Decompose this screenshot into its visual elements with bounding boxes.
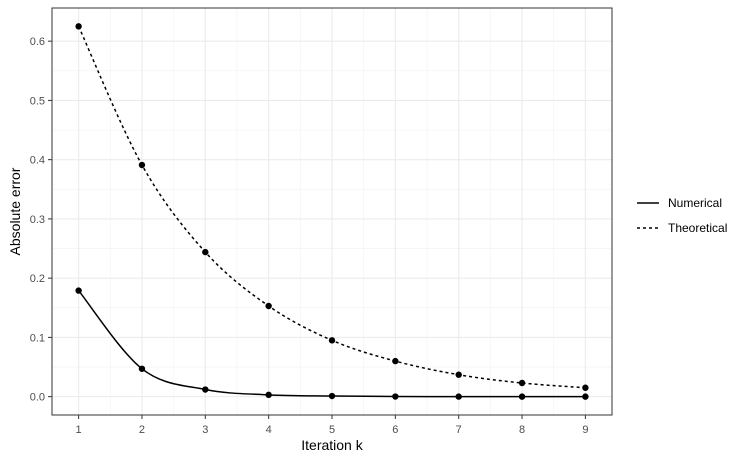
data-point-theoretical xyxy=(75,23,82,30)
data-point-theoretical xyxy=(392,357,399,365)
x-tick-label: 7 xyxy=(456,424,462,436)
y-tick-label: 0.4 xyxy=(30,155,45,167)
x-tick-label: 2 xyxy=(139,424,145,436)
legend-label-theoretical: Theoretical xyxy=(668,221,727,235)
data-point-numerical xyxy=(582,393,589,400)
data-point-numerical xyxy=(518,393,526,400)
y-tick-label: 0.6 xyxy=(30,36,45,48)
x-axis-title: Iteration k xyxy=(301,437,363,453)
data-point-theoretical xyxy=(518,379,526,387)
y-tick-label: 0.5 xyxy=(30,95,45,107)
x-axis: 1 2 3 4 5 6 7 8 9 xyxy=(76,415,588,436)
x-tick-label: 4 xyxy=(266,424,272,436)
y-tick-label: 0.1 xyxy=(30,332,45,344)
series-layer xyxy=(75,23,589,400)
data-point-numerical xyxy=(392,393,399,400)
data-point-numerical xyxy=(202,386,209,393)
data-point-numerical xyxy=(75,287,82,294)
data-point-theoretical xyxy=(138,161,146,169)
x-tick-label: 1 xyxy=(76,424,82,436)
data-point-numerical xyxy=(265,391,272,399)
legend: Numerical Theoretical xyxy=(637,196,727,235)
y-axis-title: Absolute error xyxy=(7,167,23,255)
data-point-numerical xyxy=(138,365,146,372)
data-point-theoretical xyxy=(202,248,209,256)
data-point-theoretical xyxy=(328,337,336,344)
y-tick-label: 0.3 xyxy=(30,214,45,226)
y-tick-label: 0.2 xyxy=(30,273,45,285)
data-point-numerical xyxy=(455,393,462,400)
data-point-theoretical xyxy=(265,302,272,310)
legend-label-numerical: Numerical xyxy=(668,196,722,210)
x-tick-label: 5 xyxy=(329,424,335,436)
data-point-numerical xyxy=(328,392,336,400)
data-point-theoretical xyxy=(582,384,589,391)
x-tick-label: 9 xyxy=(582,424,588,436)
y-tick-label: 0.0 xyxy=(30,392,45,404)
data-point-theoretical xyxy=(455,371,462,378)
x-tick-label: 6 xyxy=(392,424,398,436)
x-tick-label: 3 xyxy=(202,424,208,436)
x-tick-label: 8 xyxy=(519,424,525,436)
y-axis: 0.0 0.1 0.2 0.3 0.4 0.5 0.6 xyxy=(30,36,52,404)
